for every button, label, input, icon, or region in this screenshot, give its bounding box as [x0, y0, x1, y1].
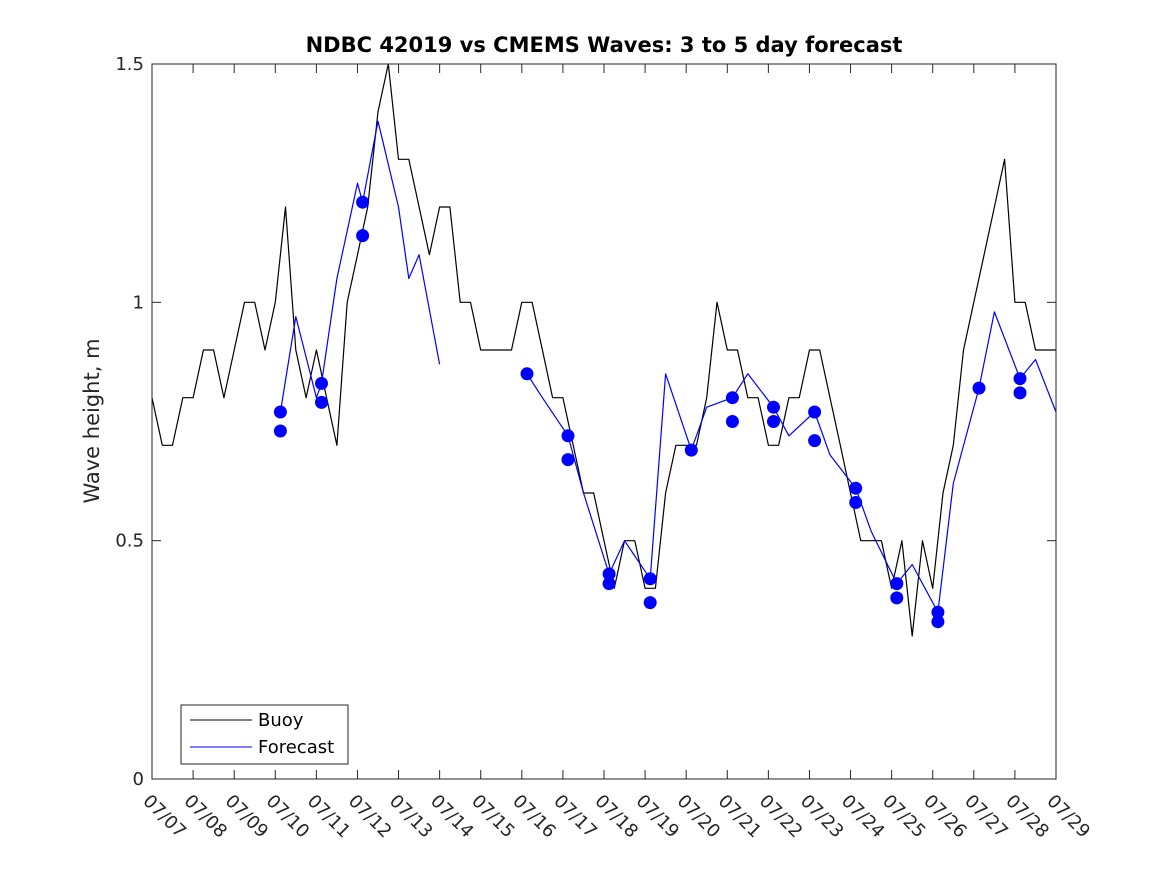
- forecast-marker-1: [273, 424, 287, 438]
- forecast-marker-24: [931, 605, 945, 619]
- y-axis: 0 0.5 1 1.5: [115, 54, 1056, 790]
- forecast-marker-26: [972, 381, 986, 395]
- legend-forecast-label: Forecast: [258, 737, 334, 758]
- y-tick-label-3: 1.5: [115, 54, 144, 75]
- forecast-marker-11: [643, 572, 657, 586]
- forecast-marker-8: [561, 453, 575, 467]
- forecast-marker-27: [1013, 372, 1027, 386]
- y-axis-label: Wave height, m: [80, 338, 104, 503]
- forecast-marker-14: [725, 391, 739, 405]
- forecast-marker-4: [356, 195, 370, 209]
- plot-area: [152, 64, 1056, 779]
- forecast-marker-0: [273, 405, 287, 419]
- forecast-marker-13: [684, 443, 698, 457]
- forecast-marker-19: [808, 434, 822, 448]
- y-tick-label-2: 1: [133, 292, 144, 313]
- forecast-marker-15: [725, 415, 739, 428]
- legend-buoy-label: Buoy: [258, 710, 304, 731]
- forecast-marker-16: [767, 400, 780, 414]
- forecast-marker-5: [356, 229, 370, 243]
- forecast-marker-25: [931, 615, 945, 629]
- forecast-marker-6: [520, 367, 534, 381]
- forecast-marker-10: [602, 577, 616, 591]
- forecast-marker-23: [890, 591, 904, 605]
- legend: Buoy Forecast: [180, 704, 349, 765]
- forecast-marker-3: [315, 395, 328, 409]
- y-tick-label-0: 0: [133, 769, 144, 790]
- forecast-line-0: [279, 120, 441, 413]
- marker-layer: [273, 195, 1027, 629]
- forecast-marker-12: [643, 596, 657, 610]
- forecast-marker-28: [1013, 386, 1027, 400]
- series-layer: [151, 63, 1057, 637]
- forecast-marker-17: [767, 415, 780, 428]
- forecast-marker-18: [808, 405, 822, 419]
- y-tick-label-1: 0.5: [115, 531, 144, 552]
- forecast-marker-7: [561, 429, 575, 443]
- forecast-marker-9: [602, 567, 616, 581]
- forecast-marker-21: [849, 496, 863, 509]
- legend-box: [180, 704, 349, 765]
- forecast-marker-2: [315, 376, 328, 390]
- chart-title: NDBC 42019 vs CMEMS Waves: 3 to 5 day fo…: [306, 33, 903, 57]
- forecast-line-1: [526, 311, 1057, 613]
- forecast-marker-20: [849, 481, 863, 495]
- forecast-marker-22: [890, 577, 904, 591]
